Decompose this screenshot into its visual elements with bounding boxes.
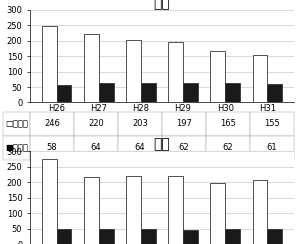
Bar	[267, 84, 282, 102]
Bar	[253, 55, 267, 102]
Bar	[210, 51, 225, 102]
Bar	[168, 176, 183, 244]
Bar	[84, 177, 99, 244]
Bar	[126, 40, 141, 102]
Bar	[99, 229, 114, 244]
Bar	[57, 229, 71, 244]
Bar	[168, 41, 183, 102]
Bar	[141, 229, 156, 244]
Bar	[267, 229, 282, 244]
Bar	[225, 83, 240, 102]
Bar	[253, 180, 267, 244]
Bar	[42, 159, 57, 244]
Bar	[84, 34, 99, 102]
Bar	[126, 176, 141, 244]
Bar	[42, 26, 57, 102]
Bar	[141, 83, 156, 102]
Bar	[99, 83, 114, 102]
Bar	[210, 183, 225, 244]
Bar	[57, 85, 71, 102]
Title: 女子: 女子	[154, 137, 170, 151]
Bar	[183, 230, 198, 244]
Bar	[183, 83, 198, 102]
Bar	[225, 229, 240, 244]
Title: 男子: 男子	[154, 0, 170, 10]
